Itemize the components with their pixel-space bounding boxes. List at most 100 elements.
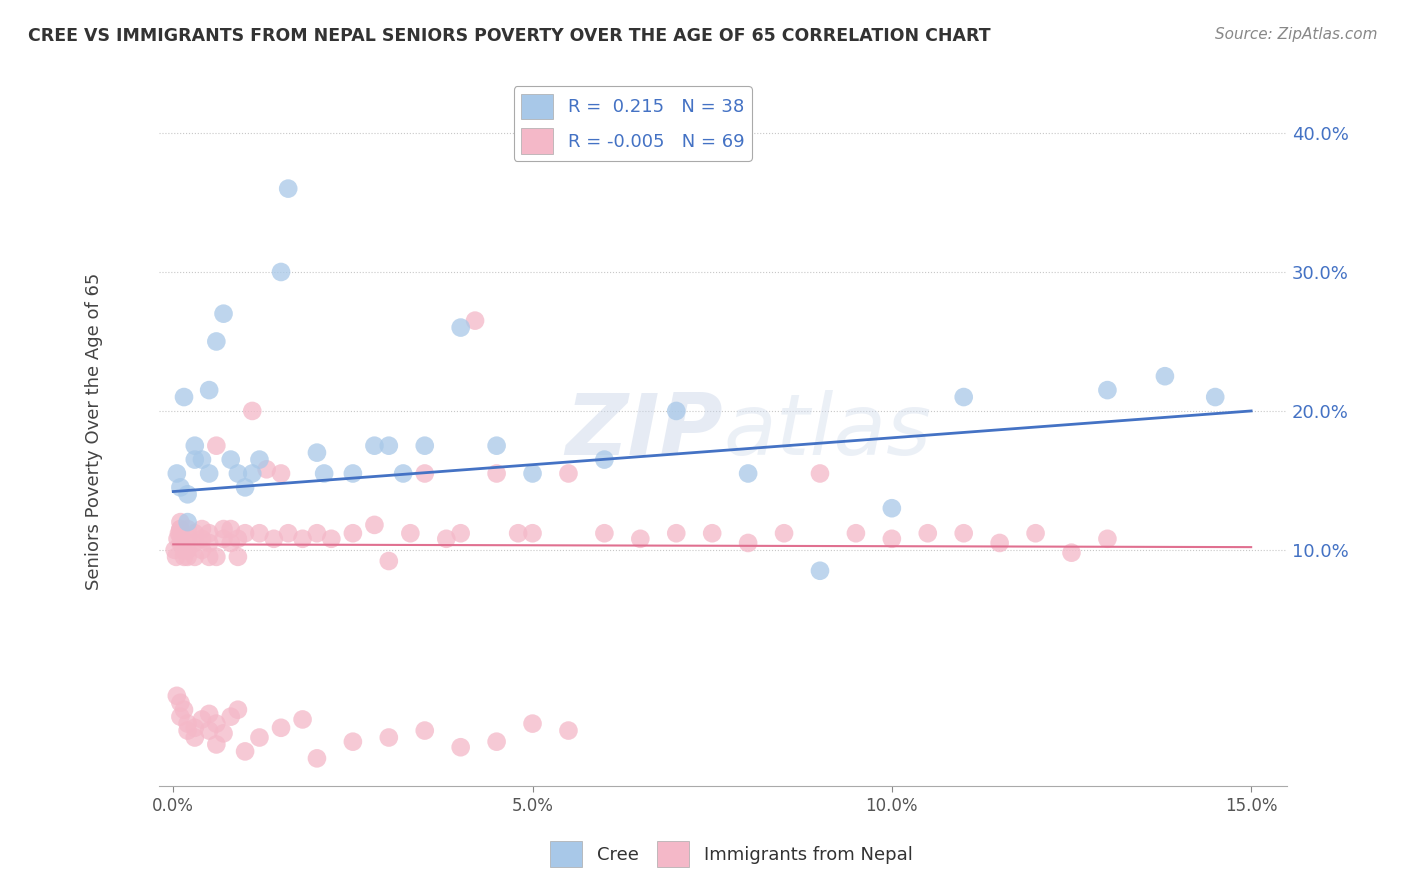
Point — [464, 313, 486, 327]
Point — [176, 542, 198, 557]
Point — [270, 265, 292, 279]
Point — [291, 713, 314, 727]
Point — [169, 522, 191, 536]
Point — [522, 526, 544, 541]
Point — [291, 532, 314, 546]
Point — [205, 549, 228, 564]
Point — [737, 536, 759, 550]
Point — [167, 526, 190, 541]
Point — [485, 467, 508, 481]
Point — [212, 532, 235, 546]
Point — [191, 713, 214, 727]
Point — [169, 480, 191, 494]
Point — [184, 721, 207, 735]
Point — [198, 467, 221, 481]
Text: ZIP: ZIP — [565, 391, 723, 474]
Point — [226, 549, 249, 564]
Point — [628, 532, 651, 546]
Point — [314, 467, 336, 481]
Point — [198, 549, 221, 564]
Point — [219, 522, 242, 536]
Point — [413, 723, 436, 738]
Point — [173, 390, 195, 404]
Point — [305, 751, 328, 765]
Point — [270, 467, 292, 481]
Point — [198, 526, 221, 541]
Point — [305, 526, 328, 541]
Point — [233, 480, 256, 494]
Point — [184, 549, 207, 564]
Point — [378, 439, 401, 453]
Point — [263, 532, 285, 546]
Point — [917, 526, 939, 541]
Y-axis label: Seniors Poverty Over the Age of 65: Seniors Poverty Over the Age of 65 — [86, 273, 103, 591]
Point — [191, 452, 214, 467]
Point — [198, 536, 221, 550]
Point — [845, 526, 868, 541]
Point — [233, 744, 256, 758]
Point — [176, 522, 198, 536]
Point — [773, 526, 796, 541]
Point — [184, 526, 207, 541]
Point — [342, 734, 364, 748]
Point — [184, 731, 207, 745]
Point — [1097, 383, 1119, 397]
Text: Source: ZipAtlas.com: Source: ZipAtlas.com — [1215, 27, 1378, 42]
Point — [256, 462, 278, 476]
Point — [485, 734, 508, 748]
Point — [399, 526, 422, 541]
Point — [952, 390, 974, 404]
Point — [169, 522, 191, 536]
Point — [249, 731, 271, 745]
Point — [191, 532, 214, 546]
Point — [557, 467, 579, 481]
Point — [277, 181, 299, 195]
Point — [450, 740, 472, 755]
Point — [165, 549, 187, 564]
Point — [485, 439, 508, 453]
Point — [176, 723, 198, 738]
Point — [808, 564, 831, 578]
Point — [1204, 390, 1226, 404]
Point — [593, 526, 616, 541]
Point — [880, 532, 903, 546]
Point — [392, 467, 415, 481]
Point — [169, 696, 191, 710]
Point — [173, 549, 195, 564]
Point — [342, 526, 364, 541]
Point — [342, 467, 364, 481]
Point — [240, 404, 263, 418]
Point — [219, 536, 242, 550]
Point — [665, 526, 688, 541]
Point — [378, 554, 401, 568]
Point — [212, 522, 235, 536]
Point — [363, 517, 385, 532]
Point — [226, 532, 249, 546]
Point — [191, 542, 214, 557]
Point — [1060, 546, 1083, 560]
Point — [1097, 532, 1119, 546]
Legend: Cree, Immigrants from Nepal: Cree, Immigrants from Nepal — [543, 834, 920, 874]
Point — [808, 467, 831, 481]
Point — [184, 452, 207, 467]
Point — [434, 532, 457, 546]
Text: atlas: atlas — [723, 391, 931, 474]
Point — [212, 726, 235, 740]
Point — [522, 467, 544, 481]
Point — [166, 532, 188, 546]
Point — [321, 532, 343, 546]
Point — [270, 721, 292, 735]
Point — [737, 467, 759, 481]
Legend: R =  0.215   N = 38, R = -0.005   N = 69: R = 0.215 N = 38, R = -0.005 N = 69 — [513, 87, 752, 161]
Point — [249, 452, 271, 467]
Point — [176, 716, 198, 731]
Point — [198, 706, 221, 721]
Point — [226, 703, 249, 717]
Point — [184, 439, 207, 453]
Point — [198, 383, 221, 397]
Text: CREE VS IMMIGRANTS FROM NEPAL SENIORS POVERTY OVER THE AGE OF 65 CORRELATION CHA: CREE VS IMMIGRANTS FROM NEPAL SENIORS PO… — [28, 27, 991, 45]
Point — [198, 723, 221, 738]
Point — [176, 487, 198, 501]
Point — [880, 501, 903, 516]
Point — [522, 716, 544, 731]
